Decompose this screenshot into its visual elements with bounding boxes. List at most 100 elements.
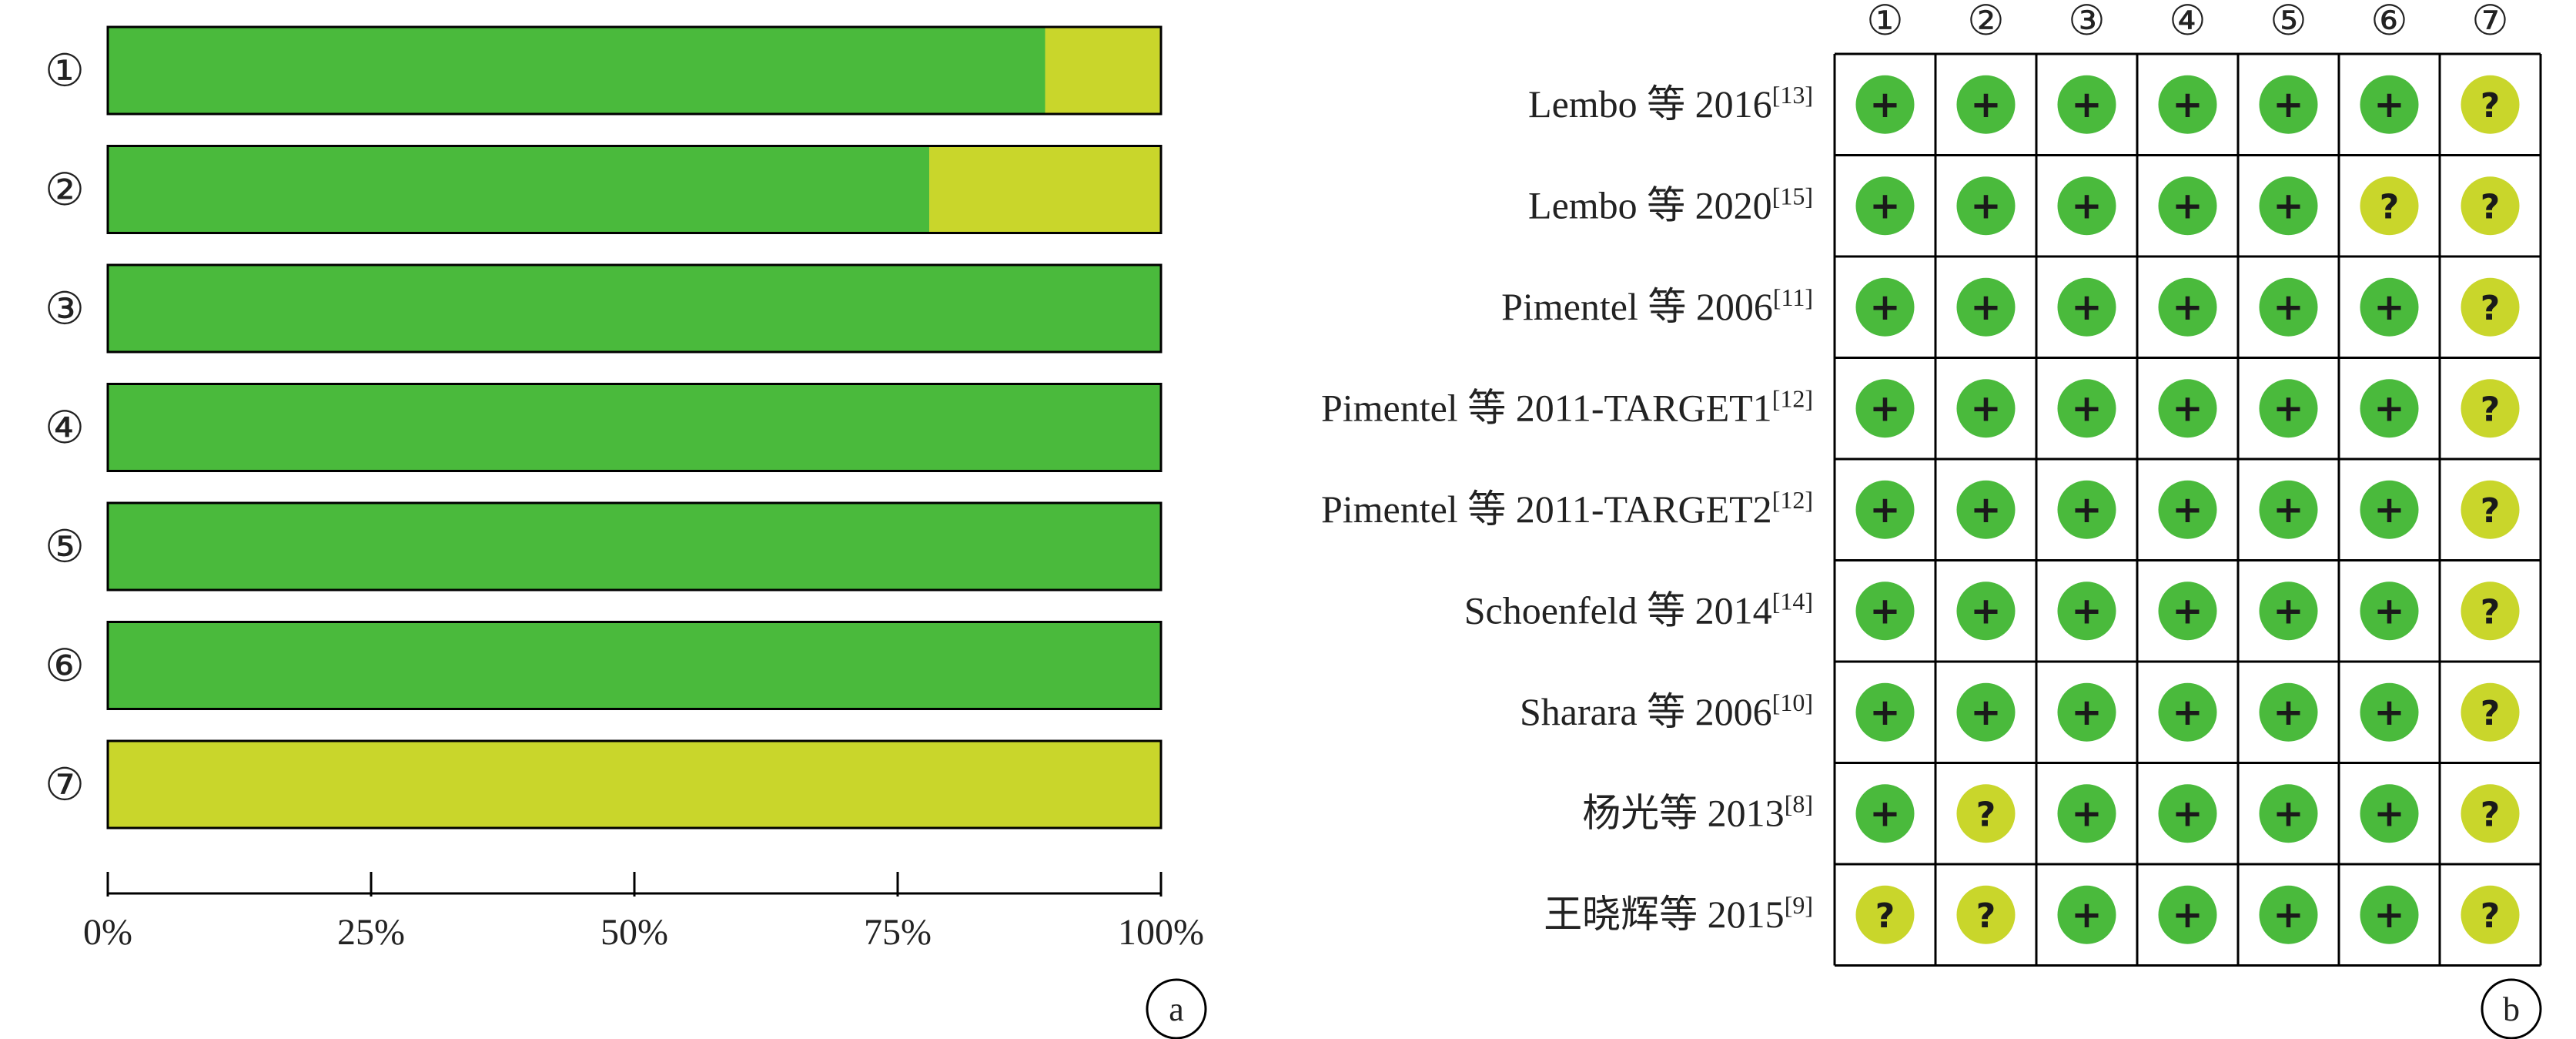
column-header: ⑤ [2270, 0, 2307, 44]
risk-symbol: ? [1976, 795, 1996, 834]
unclear-risk-icon [2461, 784, 2520, 843]
column-header: ④ [2169, 0, 2206, 44]
risk-symbol: + [2172, 184, 2203, 227]
bar-category-label: ② [45, 165, 85, 215]
low-risk-icon [2360, 682, 2419, 742]
risk-symbol: + [1869, 286, 1900, 329]
study-name: Pimentel 等 2011-TARGET1 [1321, 386, 1772, 429]
bar-category-label: ③ [45, 284, 85, 334]
column-header: ⑥ [2370, 0, 2407, 44]
risk-symbol: + [2071, 488, 2102, 531]
study-label: Lembo 等 2016[13] [1528, 81, 1813, 126]
study-reference: [14] [1772, 587, 1813, 615]
low-risk-icon [2360, 784, 2419, 843]
study-name: Pimentel 等 2011-TARGET2 [1321, 488, 1772, 531]
risk-symbol: ? [2481, 592, 2501, 632]
low-risk-icon [1855, 277, 1915, 337]
risk-symbol: + [2172, 893, 2203, 937]
risk-symbol: + [2374, 792, 2404, 835]
study-reference: [12] [1772, 384, 1813, 412]
low-risk-icon [1855, 176, 1915, 236]
risk-symbol: + [1970, 488, 2001, 531]
risk-symbol: + [1869, 83, 1900, 126]
unclear-risk-icon [2461, 277, 2520, 337]
low-risk-icon [2057, 277, 2116, 337]
unclear-risk-icon [1956, 784, 2016, 843]
low-risk-icon [1956, 75, 2016, 134]
study-reference: [11] [1773, 283, 1813, 311]
risk-symbol: + [2071, 387, 2102, 430]
low-risk-icon [2158, 75, 2217, 134]
risk-symbol: + [1869, 488, 1900, 531]
unclear-risk-icon [2461, 885, 2520, 944]
study-label: Pimentel 等 2011-TARGET1[12] [1321, 384, 1813, 429]
low-risk-icon [1956, 480, 2016, 539]
risk-symbol: + [1970, 184, 2001, 227]
low-risk-icon [1956, 277, 2016, 337]
low-risk-icon [2158, 277, 2217, 337]
low-risk-icon [2259, 682, 2318, 742]
bar-category-label: ⑤ [45, 522, 85, 572]
study-name: 杨光等 2013 [1582, 791, 1785, 834]
bar-category-label: ④ [45, 403, 85, 453]
study-reference: [15] [1772, 182, 1813, 209]
bar-segment-low-risk [108, 27, 1045, 114]
panel-label-circle-a [1146, 978, 1207, 1039]
panel-a-summary-bar-chart: ① ② ③ ④ ⑤ ⑥ ⑦ 0% 25% 50% 75% 100% a [45, 25, 1207, 1039]
column-header: ⑦ [2471, 0, 2508, 44]
risk-symbol: + [2273, 589, 2303, 632]
low-risk-icon [2360, 582, 2419, 641]
risk-symbol: + [2374, 589, 2404, 632]
low-risk-icon [1855, 582, 1915, 641]
low-risk-icon [2259, 277, 2318, 337]
column-header: ① [1866, 0, 1903, 44]
bar-category-label: ⑥ [45, 641, 85, 691]
x-tick-label: 0% [83, 912, 132, 953]
bar-category-label: ⑦ [45, 760, 85, 810]
low-risk-icon [1855, 784, 1915, 843]
low-risk-icon [2259, 582, 2318, 641]
low-risk-icon [2158, 682, 2217, 742]
low-risk-icon [2057, 582, 2116, 641]
low-risk-icon [2158, 582, 2217, 641]
risk-symbol: + [1970, 691, 2001, 734]
study-name: Pimentel 等 2006 [1501, 285, 1773, 328]
low-risk-icon [2057, 885, 2116, 944]
study-name: Schoenfeld 等 2014 [1464, 588, 1772, 632]
bar-outline [106, 145, 1163, 234]
study-reference: [10] [1772, 689, 1813, 716]
study-label: Sharara 等 2006[10] [1520, 689, 1813, 733]
low-risk-icon [1855, 75, 1915, 134]
low-risk-icon [2158, 885, 2217, 944]
risk-symbol: ? [2481, 289, 2501, 328]
risk-symbol: + [2071, 893, 2102, 937]
risk-symbol: ? [2481, 86, 2501, 126]
unclear-risk-icon [1956, 885, 2016, 944]
study-reference: [9] [1785, 891, 1813, 919]
risk-symbol: + [2172, 387, 2203, 430]
x-tick-label: 50% [601, 912, 668, 953]
risk-symbol: + [2273, 488, 2303, 531]
risk-symbol: + [1970, 286, 2001, 329]
column-header: ③ [2068, 0, 2105, 44]
risk-symbol: + [2273, 893, 2303, 937]
low-risk-icon [2057, 176, 2116, 236]
study-name: Sharara 等 2006 [1520, 690, 1772, 733]
low-risk-icon [2057, 379, 2116, 438]
risk-symbol: + [2273, 286, 2303, 329]
unclear-risk-icon [2461, 176, 2520, 236]
bar-category-label: ① [45, 46, 85, 96]
low-risk-icon [2259, 784, 2318, 843]
bar-segment-low-risk [108, 384, 1161, 471]
bar-segment-unclear-risk [1045, 27, 1161, 114]
risk-symbol: + [2374, 691, 2404, 734]
bar-outline [106, 383, 1163, 472]
risk-symbol: ? [2481, 694, 2501, 733]
panel-label-a: a [1169, 990, 1184, 1028]
low-risk-icon [2259, 480, 2318, 539]
risk-symbol: + [2273, 387, 2303, 430]
risk-symbol: + [1869, 691, 1900, 734]
risk-symbol: + [2374, 286, 2404, 329]
risk-symbol: + [1869, 387, 1900, 430]
risk-symbol: + [2172, 589, 2203, 632]
